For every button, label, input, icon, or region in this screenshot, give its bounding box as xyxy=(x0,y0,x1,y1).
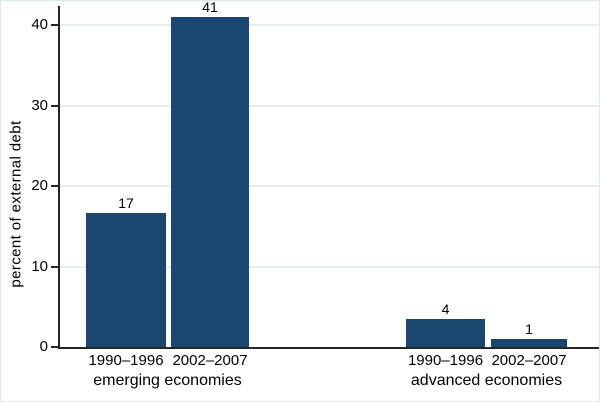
y-tick-30 xyxy=(51,104,58,107)
bar-value-label: 4 xyxy=(441,301,450,317)
x-tick-label: 1990–1996 xyxy=(407,352,484,369)
y-tick-label-30: 30 xyxy=(31,96,48,114)
group-label-1: emerging economies xyxy=(93,372,242,389)
x-axis-line xyxy=(58,347,599,349)
group-label-2: advanced economies xyxy=(410,372,563,389)
gridline-40 xyxy=(60,24,599,26)
bar-value-label: 1 xyxy=(525,321,533,337)
bar-advanced-2002–2007 xyxy=(491,339,567,347)
y-tick-label-40: 40 xyxy=(31,16,48,33)
x-tick-label: 2002–2007 xyxy=(172,352,248,369)
gridline-10 xyxy=(60,265,599,268)
x-tick-label: 1990–1996 xyxy=(88,352,164,369)
y-tick-label-20: 20 xyxy=(31,177,48,194)
x-tick-label: 2002–2007 xyxy=(491,352,567,369)
y-tick-0 xyxy=(51,346,58,348)
y-tick-label-0: 0 xyxy=(39,338,48,355)
y-tick-label-10: 10 xyxy=(31,257,48,275)
y-axis-line xyxy=(58,6,60,349)
bar-advanced-1990–1996 xyxy=(406,319,485,347)
gridline-30 xyxy=(60,104,599,107)
y-tick-40 xyxy=(51,24,58,26)
gridline-20 xyxy=(60,185,599,187)
bar-emerging-2002–2007 xyxy=(171,17,249,347)
y-tick-20 xyxy=(51,185,58,187)
bar-emerging-1990–1996 xyxy=(86,213,166,347)
y-tick-10 xyxy=(51,265,58,268)
bar-value-label: 41 xyxy=(202,0,218,15)
bar-value-label: 17 xyxy=(118,195,134,211)
